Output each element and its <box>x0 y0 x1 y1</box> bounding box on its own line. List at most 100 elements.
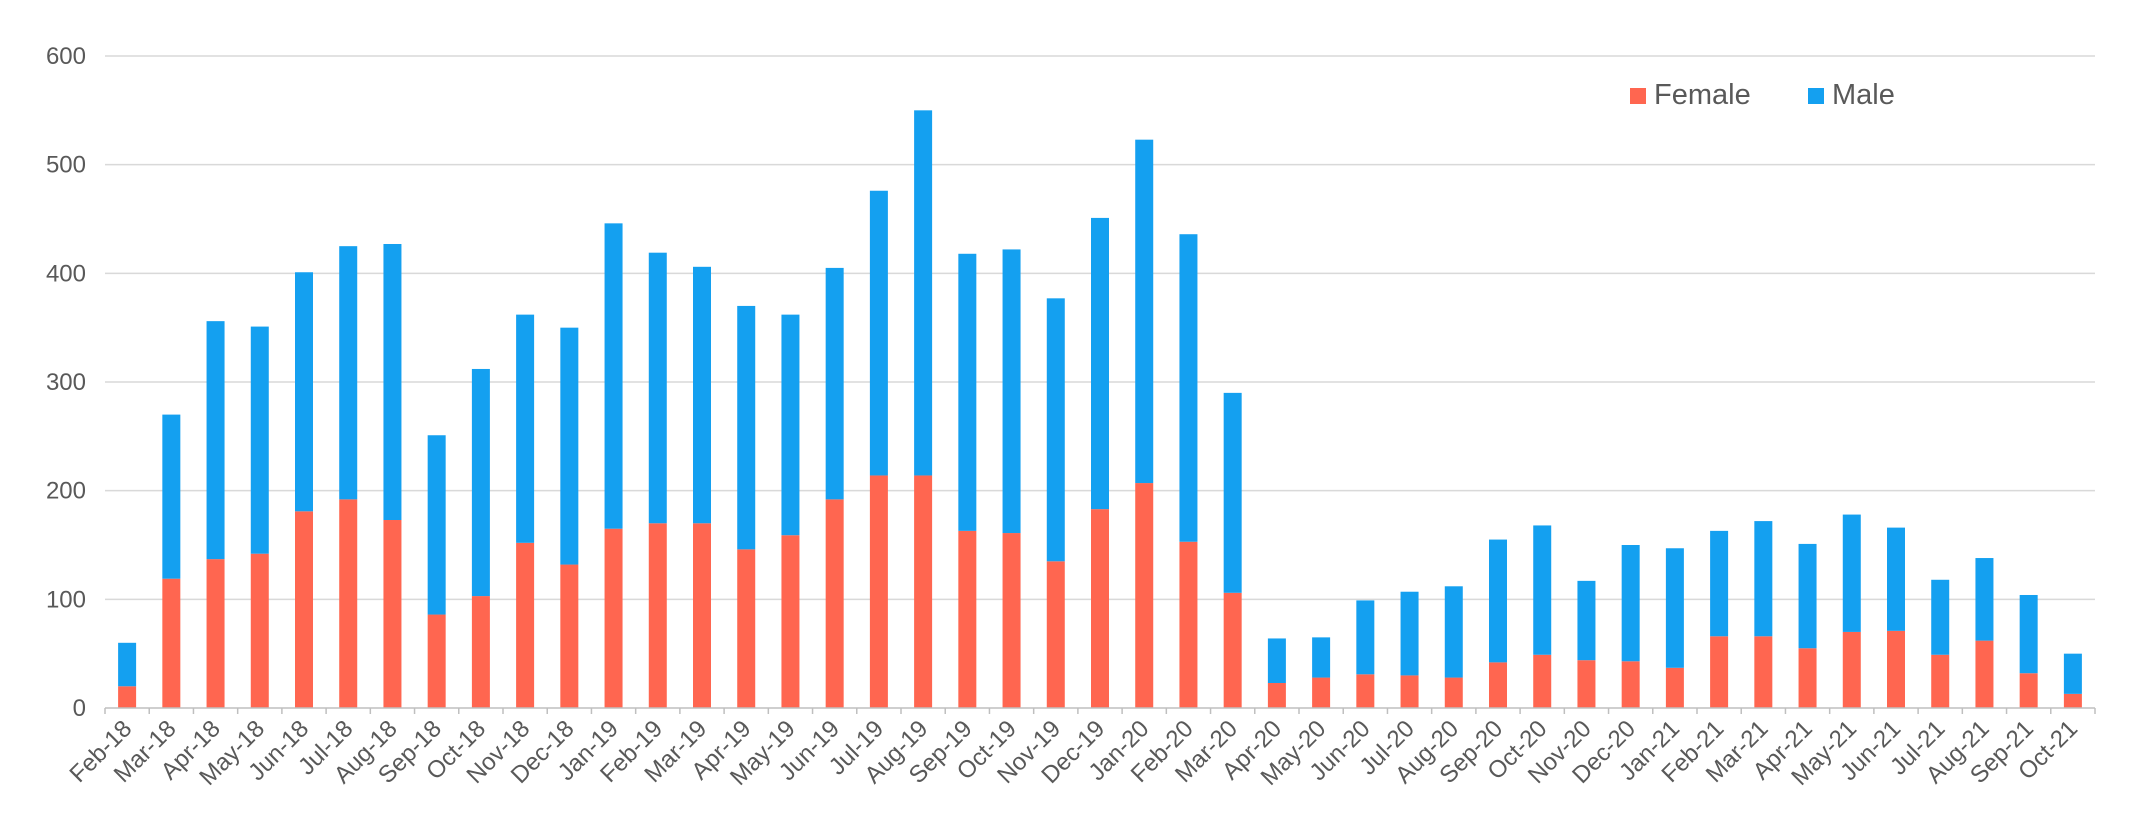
bar-female-feb-19 <box>648 523 667 708</box>
bar-female-aug-19 <box>914 475 933 708</box>
bar-female-oct-18 <box>471 596 490 708</box>
bar-female-mar-19 <box>693 523 711 708</box>
y-tick-label: 400 <box>46 260 86 287</box>
bar-male-aug-20 <box>1444 586 1463 678</box>
bar-female-jul-18 <box>339 499 358 708</box>
bar-male-jul-19 <box>869 190 888 476</box>
bar-male-apr-19 <box>737 305 756 550</box>
bar-male-mar-18 <box>162 414 181 579</box>
legend-swatch-male <box>1808 88 1824 104</box>
legend: Female Male <box>1630 79 1895 111</box>
bar-female-nov-19 <box>1046 561 1065 708</box>
bar-male-sep-21 <box>2019 594 2038 674</box>
legend-swatch-female <box>1630 88 1646 104</box>
bar-female-mar-20 <box>1223 592 1242 708</box>
bar-female-jan-20 <box>1135 483 1154 708</box>
bar-male-feb-21 <box>1710 530 1729 637</box>
bar-male-mar-20 <box>1223 392 1242 593</box>
bar-male-aug-19 <box>914 110 933 476</box>
bar-female-sep-19 <box>958 530 977 708</box>
bar-female-nov-20 <box>1577 660 1596 708</box>
y-tick-label: 600 <box>46 43 86 70</box>
bar-female-oct-20 <box>1533 654 1552 708</box>
bar-female-apr-18 <box>206 559 225 708</box>
bar-male-nov-18 <box>516 314 535 543</box>
bar-male-jun-19 <box>825 267 844 500</box>
bar-female-aug-18 <box>383 520 402 708</box>
bar-female-may-20 <box>1312 677 1331 708</box>
bar-male-oct-19 <box>1002 249 1021 534</box>
bar-male-oct-18 <box>471 368 490 597</box>
bar-male-sep-19 <box>958 253 977 531</box>
bar-female-jul-19 <box>869 475 888 708</box>
bar-male-may-19 <box>781 314 800 536</box>
bar-female-aug-21 <box>1975 640 1994 708</box>
bar-female-sep-21 <box>2019 673 2038 708</box>
bar-male-feb-19 <box>648 252 667 524</box>
bar-female-may-19 <box>781 535 800 708</box>
y-tick-label: 500 <box>46 152 86 179</box>
bar-female-jan-19 <box>604 528 623 708</box>
bar-male-sep-20 <box>1489 539 1507 663</box>
bar-male-oct-21 <box>2063 653 2082 694</box>
x-axis-tick-labels: Feb-18Mar-18Apr-18May-18Jun-18Jul-18Aug-… <box>64 708 2096 791</box>
bar-male-dec-19 <box>1091 217 1109 510</box>
bar-female-jul-21 <box>1931 654 1950 708</box>
bar-male-jun-18 <box>295 272 313 512</box>
bar-male-mar-21 <box>1754 521 1773 637</box>
bar-female-dec-18 <box>560 564 579 708</box>
bar-female-may-18 <box>250 553 269 708</box>
bar-female-may-21 <box>1842 631 1861 708</box>
bar-female-feb-18 <box>118 686 137 708</box>
bar-male-jan-19 <box>604 223 623 529</box>
bar-female-sep-20 <box>1489 662 1507 708</box>
bar-male-may-18 <box>250 326 269 554</box>
y-tick-label: 100 <box>46 586 86 613</box>
y-tick-label: 200 <box>46 478 86 505</box>
bar-female-dec-19 <box>1091 509 1109 708</box>
bar-male-jun-21 <box>1887 527 1905 631</box>
bar-male-apr-20 <box>1267 638 1286 684</box>
bar-male-nov-19 <box>1046 298 1065 562</box>
bar-male-sep-18 <box>427 435 446 615</box>
legend-label-male: Male <box>1832 79 1895 111</box>
bar-female-oct-19 <box>1002 533 1021 708</box>
bar-female-jun-21 <box>1887 630 1905 708</box>
bar-male-aug-21 <box>1975 558 1994 641</box>
bar-male-oct-20 <box>1533 525 1552 655</box>
bar-female-apr-19 <box>737 549 756 708</box>
bar-female-sep-18 <box>427 614 446 708</box>
bar-female-mar-21 <box>1754 636 1773 708</box>
bar-female-feb-20 <box>1179 541 1198 708</box>
bars <box>118 110 2082 708</box>
bar-male-jan-20 <box>1135 139 1154 484</box>
bar-male-nov-20 <box>1577 580 1596 661</box>
bar-male-jun-20 <box>1356 600 1375 675</box>
bar-female-jun-20 <box>1356 674 1375 708</box>
bar-male-jan-21 <box>1665 548 1684 668</box>
bar-male-feb-18 <box>118 642 137 687</box>
bar-female-nov-18 <box>516 542 535 708</box>
bar-female-jul-20 <box>1400 675 1419 708</box>
bar-female-mar-18 <box>162 578 181 708</box>
bar-female-apr-21 <box>1798 648 1817 708</box>
bar-male-dec-20 <box>1621 545 1640 662</box>
y-tick-label: 300 <box>46 369 86 396</box>
bar-female-dec-20 <box>1621 661 1640 708</box>
bar-female-oct-21 <box>2063 693 2082 708</box>
bar-male-mar-19 <box>693 266 711 524</box>
bar-female-aug-20 <box>1444 677 1463 708</box>
legend-label-female: Female <box>1654 79 1751 111</box>
y-tick-label: 0 <box>73 695 86 722</box>
bar-male-aug-18 <box>383 243 402 521</box>
bar-male-may-21 <box>1842 514 1861 632</box>
bar-male-apr-18 <box>206 321 225 560</box>
bar-female-jun-18 <box>295 511 313 708</box>
bar-female-apr-20 <box>1267 683 1286 708</box>
bar-male-apr-21 <box>1798 543 1817 649</box>
bar-male-dec-18 <box>560 327 579 565</box>
bar-female-jun-19 <box>825 499 844 708</box>
bar-female-jan-21 <box>1665 667 1684 708</box>
bar-male-may-20 <box>1312 637 1331 678</box>
